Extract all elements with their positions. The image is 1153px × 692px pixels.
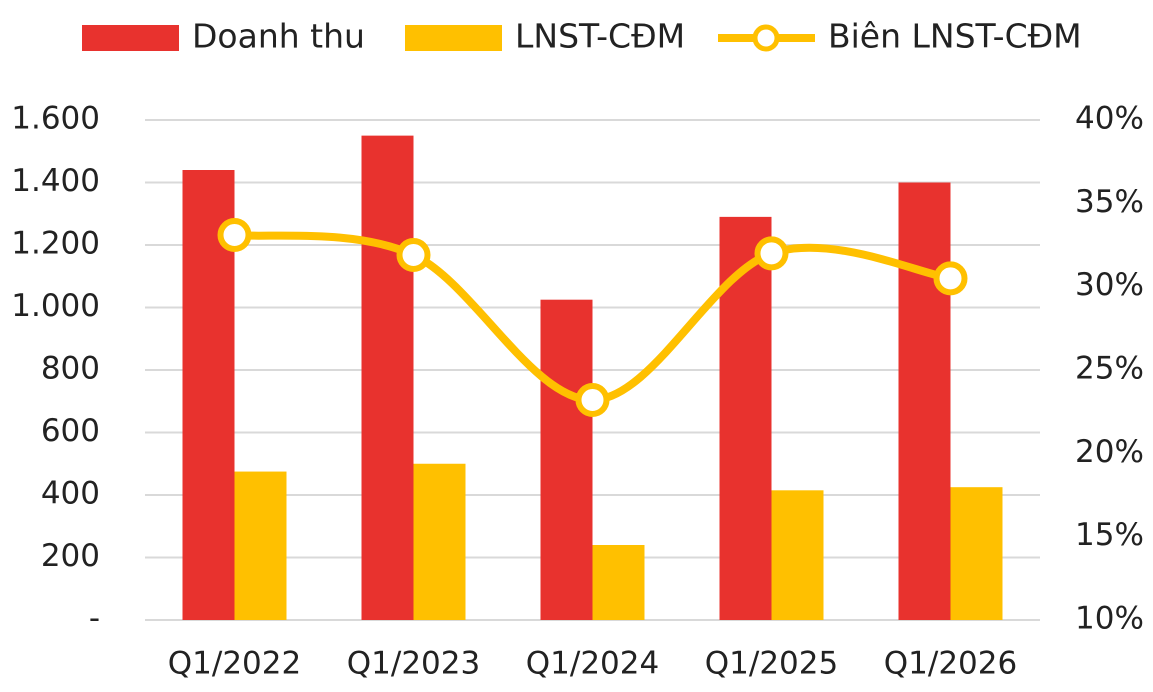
x-tick-label: Q1/2026 <box>884 646 1017 682</box>
x-tick-label: Q1/2025 <box>705 646 838 682</box>
y-tick-label: 1.000 <box>11 288 100 324</box>
y-tick-label: 200 <box>41 538 100 574</box>
line-marker <box>754 236 789 271</box>
y-tick-label: 400 <box>41 476 100 512</box>
legend-swatch <box>752 24 780 52</box>
legend-label: Doanh thu <box>192 17 365 56</box>
y2-tick-label: 40% <box>1075 101 1144 137</box>
y2-tick-label: 15% <box>1075 517 1144 553</box>
line-marker <box>575 383 610 417</box>
y-tick-label: 1.600 <box>11 101 100 137</box>
x-tick-label: Q1/2022 <box>168 646 301 682</box>
y2-tick-label: 35% <box>1075 184 1144 220</box>
legend-swatch <box>405 25 502 51</box>
x-tick-label: Q1/2024 <box>526 646 659 682</box>
legend-label: LNST-CĐM <box>515 17 685 56</box>
line-marker <box>217 218 252 252</box>
y-tick-label: - <box>89 601 100 637</box>
y2-tick-label: 20% <box>1075 434 1144 470</box>
y2-tick-label: 25% <box>1075 351 1144 387</box>
y2-tick-label: 30% <box>1075 267 1144 303</box>
y2-tick-label: 10% <box>1075 601 1144 637</box>
y-tick-label: 600 <box>41 413 100 449</box>
bar <box>771 490 824 620</box>
y-tick-label: 1.400 <box>11 163 100 199</box>
bar <box>234 471 287 620</box>
legend-swatch <box>82 25 179 51</box>
line-marker <box>396 238 431 272</box>
bar <box>592 545 645 620</box>
x-tick-label: Q1/2023 <box>347 646 480 682</box>
bar <box>898 182 951 620</box>
bar <box>719 216 772 620</box>
bar <box>950 487 1003 620</box>
y-tick-label: 1.200 <box>11 226 100 262</box>
bar <box>413 463 466 620</box>
line-marker <box>933 261 968 296</box>
bar <box>361 135 414 620</box>
bar <box>540 299 593 620</box>
legend-label: Biên LNST-CĐM <box>828 17 1082 56</box>
y-tick-label: 800 <box>41 351 100 387</box>
